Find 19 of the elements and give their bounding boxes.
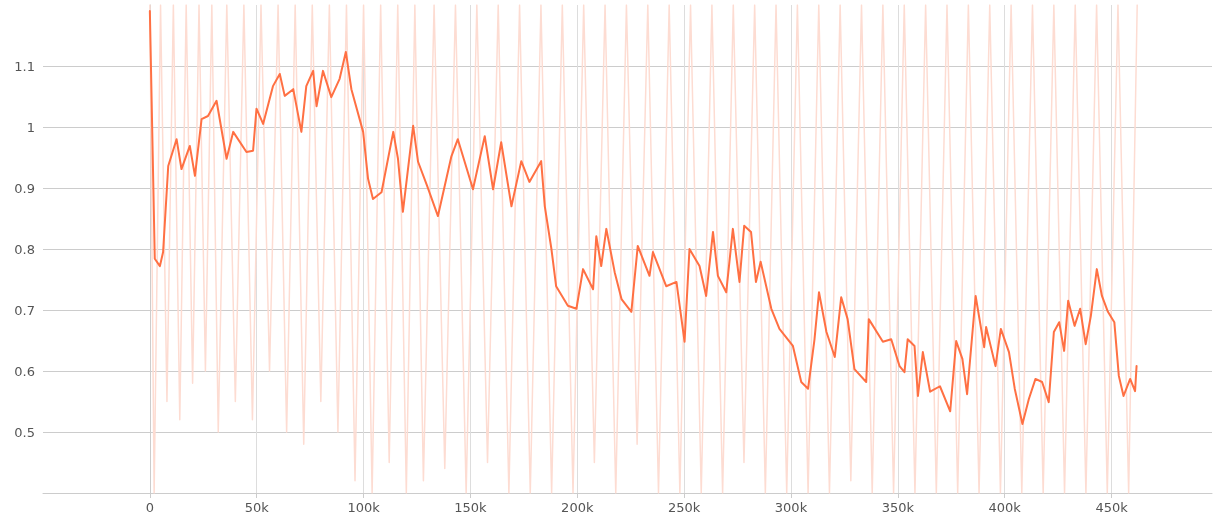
y-tick-label: 0.6 xyxy=(14,363,35,379)
y-tick-label: 0.8 xyxy=(14,241,35,257)
x-tick-label: 350k xyxy=(881,500,915,515)
y-tick-label: 1 xyxy=(26,119,35,135)
line-series xyxy=(149,4,1138,494)
y-tick-label: 0.5 xyxy=(14,424,35,440)
x-tick-label: 300k xyxy=(774,500,808,515)
x-tick-label: 100k xyxy=(347,500,381,515)
y-tick-label: 1.1 xyxy=(14,58,35,74)
x-tick-label: 150k xyxy=(454,500,488,515)
x-tick-label: 50k xyxy=(244,500,270,515)
x-tick-label: 450k xyxy=(1095,500,1129,515)
y-tick-label: 0.9 xyxy=(14,180,35,196)
line-series xyxy=(148,10,1138,426)
x-tick-label: 200k xyxy=(561,500,594,515)
x-tick-label: 400k xyxy=(988,500,1022,515)
x-tick-label: 0 xyxy=(145,500,154,515)
y-tick-label: 0.7 xyxy=(14,302,35,318)
x-tick-label: 250k xyxy=(667,500,701,515)
